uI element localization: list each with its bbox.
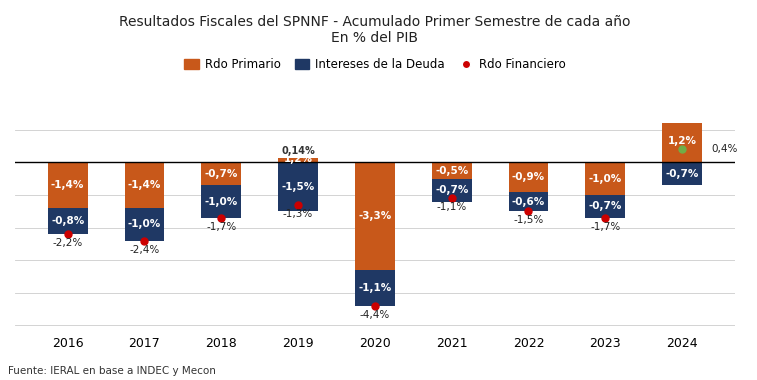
Bar [124, 208, 164, 241]
Bar [278, 158, 318, 163]
Text: -1,4%: -1,4% [51, 180, 84, 190]
Text: 0,14%: 0,14% [281, 145, 315, 155]
Bar [662, 124, 702, 163]
Bar [355, 270, 395, 306]
Text: 1,2%: 1,2% [284, 154, 313, 163]
Bar [48, 163, 88, 208]
Text: -1,5%: -1,5% [513, 215, 544, 225]
Text: -0,5%: -0,5% [435, 166, 469, 176]
Bar [431, 179, 472, 202]
Text: -1,0%: -1,0% [589, 174, 622, 184]
Text: -0,7%: -0,7% [665, 169, 699, 179]
Text: -1,7%: -1,7% [590, 222, 621, 232]
Text: -1,5%: -1,5% [282, 182, 315, 192]
Text: -2,2%: -2,2% [52, 238, 83, 248]
Text: -1,1%: -1,1% [358, 283, 391, 293]
Bar [278, 163, 318, 211]
Text: -0,6%: -0,6% [512, 196, 545, 207]
Bar [201, 163, 241, 185]
Text: Fuente: IERAL en base a INDEC y Mecon: Fuente: IERAL en base a INDEC y Mecon [8, 366, 216, 376]
Text: -1,0%: -1,0% [204, 196, 238, 207]
Text: -4,4%: -4,4% [360, 310, 390, 320]
Text: -0,7%: -0,7% [589, 201, 622, 212]
Bar [355, 163, 395, 270]
Bar [509, 163, 549, 192]
Text: -1,7%: -1,7% [206, 222, 236, 232]
Legend: Rdo Primario, Intereses de la Deuda, Rdo Financiero: Rdo Primario, Intereses de la Deuda, Rdo… [179, 53, 570, 76]
Text: -0,9%: -0,9% [512, 172, 545, 182]
Text: -1,0%: -1,0% [128, 219, 161, 230]
Title: Resultados Fiscales del SPNNF - Acumulado Primer Semestre de cada año
En % del P: Resultados Fiscales del SPNNF - Acumulad… [119, 15, 631, 45]
Text: 0,4%: 0,4% [712, 144, 737, 154]
Text: 0,14%: 0,14% [281, 146, 315, 156]
Text: -2,4%: -2,4% [129, 245, 160, 255]
Bar [509, 192, 549, 211]
Text: -0,8%: -0,8% [51, 216, 84, 226]
Bar [124, 163, 164, 208]
Text: -0,7%: -0,7% [435, 185, 469, 195]
Text: -1,4%: -1,4% [128, 180, 161, 190]
Bar [431, 163, 472, 179]
Text: -3,3%: -3,3% [358, 211, 391, 221]
Bar [201, 185, 241, 218]
Text: -1,3%: -1,3% [283, 209, 313, 219]
Bar [585, 163, 625, 195]
Text: 1,2%: 1,2% [668, 136, 696, 146]
Text: -1,1%: -1,1% [437, 202, 467, 212]
Bar [48, 208, 88, 234]
Text: -0,7%: -0,7% [204, 169, 238, 179]
Bar [662, 163, 702, 185]
Bar [585, 195, 625, 218]
